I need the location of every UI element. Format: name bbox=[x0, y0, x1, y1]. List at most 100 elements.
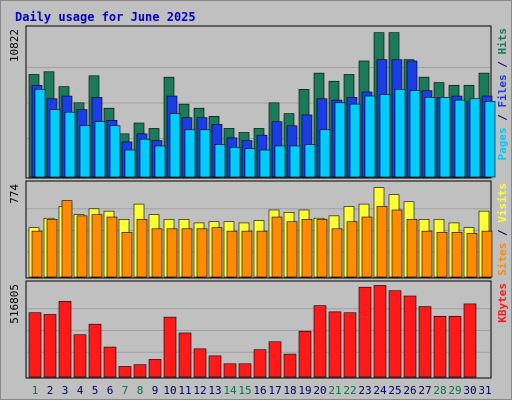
bar-kbytes-day-21 bbox=[328, 311, 342, 378]
bar-kbytes-day-12 bbox=[193, 348, 207, 378]
bar-kbytes-day-26 bbox=[403, 295, 417, 378]
x-tick-day-1: 1 bbox=[32, 384, 39, 397]
x-tick-day-27: 27 bbox=[418, 384, 431, 397]
x-tick-day-29: 29 bbox=[448, 384, 461, 397]
x-tick-day-12: 12 bbox=[193, 384, 206, 397]
bar-kbytes-day-22 bbox=[343, 312, 357, 378]
bar-pages-day-29 bbox=[454, 99, 466, 178]
legend-entry: / bbox=[496, 108, 509, 128]
x-tick-day-17: 17 bbox=[268, 384, 281, 397]
panel-visits-ymax-label: 774 bbox=[8, 184, 21, 204]
x-tick-day-30: 30 bbox=[463, 384, 476, 397]
bar-pages-day-2 bbox=[49, 109, 61, 178]
bar-kbytes-day-25 bbox=[388, 290, 402, 378]
bar-pages-day-23 bbox=[364, 95, 376, 178]
bar-kbytes-day-5 bbox=[88, 323, 102, 378]
bar-sites-day-29 bbox=[451, 232, 463, 278]
bar-pages-day-13 bbox=[214, 144, 226, 178]
legend-entry: Visits bbox=[496, 183, 509, 223]
bar-kbytes-day-2 bbox=[43, 314, 57, 378]
bar-pages-day-19 bbox=[304, 144, 316, 178]
bar-sites-day-13 bbox=[211, 227, 223, 278]
bar-pages-day-3 bbox=[64, 111, 76, 178]
x-tick-day-16: 16 bbox=[253, 384, 266, 397]
x-tick-day-7: 7 bbox=[122, 384, 129, 397]
x-tick-day-20: 20 bbox=[313, 384, 326, 397]
bar-kbytes-day-19 bbox=[298, 330, 312, 378]
bar-kbytes-day-29 bbox=[448, 315, 462, 378]
bar-kbytes-day-3 bbox=[58, 300, 72, 378]
bar-kbytes-day-8 bbox=[133, 364, 147, 378]
legend-entry: Pages bbox=[496, 127, 509, 160]
bar-sites-day-12 bbox=[196, 228, 208, 278]
panel-kbytes-legend: KBytes bbox=[496, 283, 509, 323]
bar-pages-day-8 bbox=[139, 138, 151, 178]
chart-title: Daily usage for June 2025 bbox=[15, 10, 196, 24]
bar-pages-day-14 bbox=[229, 147, 241, 178]
x-tick-day-3: 3 bbox=[62, 384, 69, 397]
bar-pages-day-20 bbox=[319, 129, 331, 178]
bar-pages-day-22 bbox=[349, 103, 361, 178]
legend-entry: Files bbox=[496, 74, 509, 107]
bar-pages-day-5 bbox=[94, 121, 106, 178]
x-tick-day-4: 4 bbox=[77, 384, 84, 397]
bar-sites-day-5 bbox=[91, 214, 103, 278]
bar-sites-day-15 bbox=[241, 230, 253, 278]
bar-sites-day-26 bbox=[406, 219, 418, 278]
bar-sites-day-16 bbox=[256, 230, 268, 278]
x-tick-day-19: 19 bbox=[298, 384, 311, 397]
bar-kbytes-day-7 bbox=[118, 366, 132, 378]
bar-kbytes-day-23 bbox=[358, 286, 372, 378]
x-tick-day-24: 24 bbox=[373, 384, 387, 397]
x-tick-day-14: 14 bbox=[223, 384, 237, 397]
bar-kbytes-day-10 bbox=[163, 316, 177, 378]
legend-entry: / bbox=[496, 223, 509, 243]
bar-pages-day-11 bbox=[184, 129, 196, 178]
bar-pages-day-15 bbox=[244, 148, 256, 178]
bar-sites-day-9 bbox=[151, 228, 163, 278]
bar-pages-day-28 bbox=[439, 97, 451, 178]
bar-pages-day-25 bbox=[394, 89, 406, 178]
bar-kbytes-day-1 bbox=[28, 312, 42, 378]
bar-sites-day-19 bbox=[301, 219, 313, 278]
bar-kbytes-day-24 bbox=[373, 285, 387, 378]
bar-pages-day-27 bbox=[424, 97, 436, 178]
x-tick-day-13: 13 bbox=[208, 384, 221, 397]
bar-sites-day-28 bbox=[436, 232, 448, 278]
bar-sites-day-25 bbox=[391, 209, 403, 278]
bar-sites-day-10 bbox=[166, 228, 178, 278]
bar-sites-day-1 bbox=[31, 230, 43, 278]
x-tick-day-21: 21 bbox=[328, 384, 341, 397]
bar-kbytes-day-11 bbox=[178, 332, 192, 378]
panel-hits-legend: Pages / Files / Hits bbox=[496, 28, 509, 161]
bar-sites-day-31 bbox=[481, 230, 493, 278]
panel-visits-legend: Sites / Visits bbox=[496, 183, 509, 276]
panel-kbytes-ymax-label: 516805 bbox=[8, 284, 21, 324]
bar-kbytes-day-9 bbox=[148, 359, 162, 378]
bar-sites-day-24 bbox=[376, 206, 388, 278]
bar-pages-day-9 bbox=[154, 145, 166, 178]
x-tick-day-8: 8 bbox=[137, 384, 144, 397]
bar-kbytes-day-28 bbox=[433, 315, 447, 378]
bar-sites-day-23 bbox=[361, 216, 373, 278]
bar-sites-day-17 bbox=[271, 216, 283, 278]
x-tick-day-26: 26 bbox=[403, 384, 416, 397]
bar-sites-day-8 bbox=[136, 219, 148, 278]
bar-kbytes-day-16 bbox=[253, 349, 267, 378]
legend-entry: / bbox=[496, 55, 509, 75]
x-tick-day-5: 5 bbox=[92, 384, 99, 397]
bar-sites-day-4 bbox=[76, 215, 88, 278]
legend-entry: KBytes bbox=[496, 283, 509, 323]
x-tick-day-10: 10 bbox=[163, 384, 176, 397]
bar-pages-day-4 bbox=[79, 125, 91, 178]
x-tick-day-31: 31 bbox=[478, 384, 491, 397]
bar-sites-day-11 bbox=[181, 228, 193, 278]
bar-pages-day-7 bbox=[124, 149, 136, 178]
x-tick-day-6: 6 bbox=[107, 384, 114, 397]
x-tick-day-23: 23 bbox=[358, 384, 371, 397]
x-tick-day-15: 15 bbox=[238, 384, 251, 397]
bar-pages-day-26 bbox=[409, 90, 421, 178]
bar-pages-day-6 bbox=[109, 125, 121, 178]
